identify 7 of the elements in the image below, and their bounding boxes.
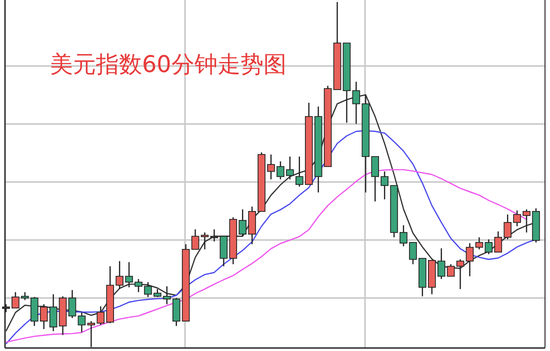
candlestick bbox=[68, 289, 76, 319]
candlestick bbox=[466, 242, 474, 277]
candlestick bbox=[475, 236, 484, 250]
candlestick bbox=[78, 312, 86, 333]
candlestick bbox=[191, 228, 200, 250]
candlestick bbox=[456, 258, 464, 290]
text: 美元指数60分钟走势图 bbox=[50, 52, 286, 78]
